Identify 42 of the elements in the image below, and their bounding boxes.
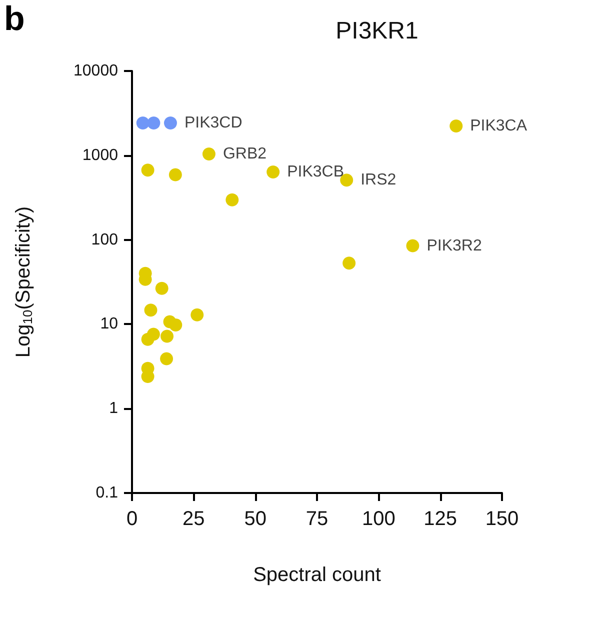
annotation: GRB2 (222, 145, 267, 162)
point (155, 282, 168, 295)
point (144, 304, 158, 317)
point (147, 116, 160, 130)
point (202, 147, 216, 160)
point (141, 332, 154, 346)
point (160, 352, 174, 366)
chart-title: PI3KR1 (336, 18, 418, 44)
y-tick-label: 10 (100, 316, 118, 333)
y-tick-label: 10000 (74, 62, 118, 80)
point (266, 166, 280, 179)
point (164, 116, 177, 130)
point (141, 164, 154, 177)
x-tick-label: 50 (244, 508, 266, 530)
annotation: PIK3CD (184, 114, 242, 132)
point (136, 116, 150, 130)
x-tick-label: 25 (182, 508, 205, 530)
point (190, 308, 204, 322)
x-axis-title: Spectral count (253, 564, 382, 586)
point (406, 239, 420, 252)
x-tick-label: 150 (485, 508, 519, 530)
y-tick-label: 1 (109, 400, 118, 418)
text: b (4, 0, 25, 38)
annotation: PIK3CA (470, 118, 528, 135)
annotation: PIK3R2 (426, 237, 482, 254)
y-tick-label: 0.1 (96, 484, 118, 502)
y-tick-label: 100 (91, 231, 118, 248)
x-tick-label: 125 (424, 508, 458, 530)
annotation: IRS2 (360, 172, 396, 189)
y-axis-title: Log10(Specificity) (12, 206, 35, 358)
y-tick-label: 1000 (82, 146, 118, 164)
point (168, 168, 182, 182)
point (226, 193, 239, 206)
x-tick-label: 0 (126, 508, 138, 530)
point (141, 370, 154, 384)
x-tick-label: 75 (306, 508, 328, 530)
point (169, 318, 182, 332)
point (160, 330, 174, 343)
point (342, 256, 356, 270)
x-tick-label: 100 (362, 508, 396, 530)
annotation: PIK3CB (287, 164, 344, 181)
point (450, 120, 463, 132)
